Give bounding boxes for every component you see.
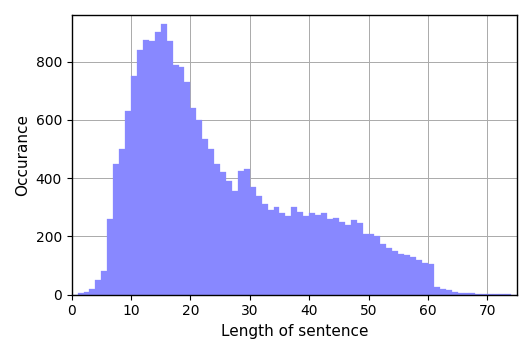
Y-axis label: Occurance: Occurance — [15, 114, 30, 196]
Bar — [428, 264, 434, 295]
Bar — [232, 191, 238, 295]
Bar — [434, 287, 440, 295]
Bar — [250, 187, 256, 295]
Bar — [392, 251, 398, 295]
Bar — [303, 216, 309, 295]
Bar — [333, 217, 339, 295]
Bar — [315, 215, 321, 295]
Bar — [369, 234, 375, 295]
Bar — [179, 68, 185, 295]
Bar — [226, 181, 232, 295]
Bar — [351, 221, 356, 295]
Bar — [327, 219, 333, 295]
Bar — [220, 172, 226, 295]
Bar — [84, 292, 89, 295]
Bar — [262, 204, 268, 295]
Bar — [487, 294, 493, 295]
Bar — [273, 207, 279, 295]
Bar — [422, 263, 428, 295]
Bar — [167, 41, 172, 295]
Bar — [386, 248, 392, 295]
Bar — [309, 213, 315, 295]
Bar — [339, 222, 345, 295]
Bar — [95, 280, 101, 295]
Bar — [190, 108, 196, 295]
Bar — [410, 257, 416, 295]
Bar — [458, 293, 463, 295]
Bar — [380, 244, 386, 295]
Bar — [476, 294, 481, 295]
Bar — [143, 40, 149, 295]
Bar — [244, 170, 250, 295]
Bar — [404, 255, 410, 295]
Bar — [356, 223, 363, 295]
Bar — [113, 164, 119, 295]
Bar — [89, 289, 95, 295]
Bar — [363, 234, 369, 295]
Bar — [101, 272, 107, 295]
Bar — [196, 120, 202, 295]
Bar — [297, 212, 303, 295]
Bar — [131, 76, 137, 295]
Bar — [107, 219, 113, 295]
Bar — [375, 236, 380, 295]
Bar — [185, 82, 190, 295]
Bar — [470, 293, 476, 295]
Bar — [446, 290, 452, 295]
Bar — [292, 207, 297, 295]
Bar — [321, 213, 327, 295]
Bar — [256, 196, 262, 295]
Bar — [345, 225, 351, 295]
Bar — [78, 293, 84, 295]
Bar — [208, 149, 214, 295]
Bar — [149, 41, 155, 295]
Bar — [125, 111, 131, 295]
Bar — [286, 216, 292, 295]
Bar — [481, 294, 487, 295]
Bar — [398, 254, 404, 295]
Bar — [137, 50, 143, 295]
Bar — [238, 171, 244, 295]
Bar — [493, 294, 499, 295]
Bar — [268, 210, 273, 295]
X-axis label: Length of sentence: Length of sentence — [221, 324, 368, 339]
Bar — [155, 33, 161, 295]
Bar — [279, 213, 286, 295]
Bar — [416, 260, 422, 295]
Bar — [440, 289, 446, 295]
Bar — [172, 64, 179, 295]
Bar — [463, 293, 470, 295]
Bar — [202, 139, 208, 295]
Bar — [214, 164, 220, 295]
Bar — [119, 149, 125, 295]
Bar — [161, 24, 167, 295]
Bar — [452, 292, 458, 295]
